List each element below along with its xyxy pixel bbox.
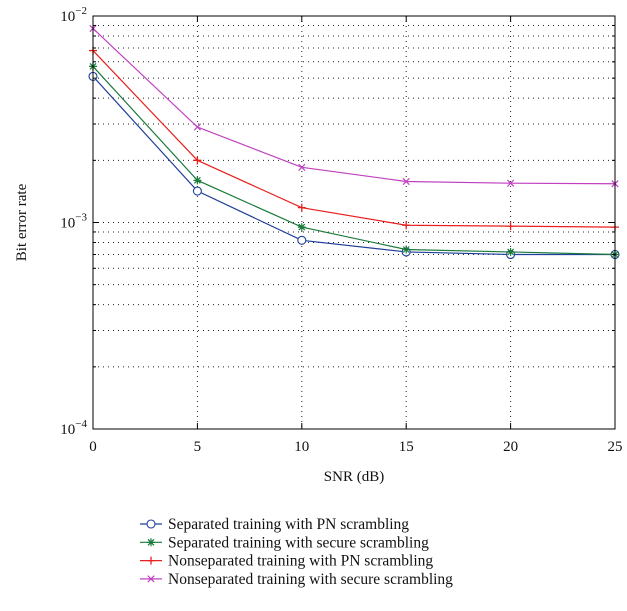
series-line <box>92 66 616 256</box>
legend-swatch-marker <box>147 556 155 565</box>
series-line <box>92 50 616 228</box>
legend-label: Nonseparated training with secure scramb… <box>168 571 453 588</box>
data-point <box>193 123 202 131</box>
legend-swatch-marker <box>147 538 155 547</box>
legend-swatch-marker <box>147 575 155 583</box>
y-tick-label: 10−2 <box>60 5 87 25</box>
legend-label: Separated training with secure scramblin… <box>168 534 429 551</box>
legend-entry: Nonseparated training with secure scramb… <box>140 571 453 588</box>
data-point <box>402 221 411 230</box>
data-point <box>297 223 306 232</box>
data-point <box>297 203 306 212</box>
grid <box>93 16 615 429</box>
data-point <box>193 176 202 185</box>
y-tick-label: 10−3 <box>60 212 87 232</box>
legend: Separated training with PN scramblingSep… <box>140 516 453 588</box>
data-point <box>506 179 515 187</box>
series-layer <box>88 24 620 260</box>
series-line <box>92 28 616 185</box>
legend-label: Nonseparated training with PN scrambling <box>168 553 433 570</box>
x-axis-label: SNR (dB) <box>324 469 384 485</box>
data-point <box>193 156 202 165</box>
data-point <box>297 235 307 245</box>
data-point <box>192 186 202 196</box>
legend-entry: Nonseparated training with PN scrambling <box>140 553 433 570</box>
series-3 <box>89 46 619 232</box>
x-tick-label: 15 <box>399 439 414 455</box>
series-line <box>92 75 615 256</box>
legend-swatch-marker <box>146 519 156 529</box>
data-point <box>298 163 306 171</box>
data-point <box>506 247 515 256</box>
ticks: 0 5 10 15 20 25 10−4 10−3 10−2 <box>60 5 622 455</box>
x-tick-label: 0 <box>89 439 97 455</box>
legend-label: Separated training with PN scrambling <box>168 516 409 533</box>
x-tick-label: 20 <box>503 439 518 455</box>
legend-entry: Separated training with PN scrambling <box>140 516 409 533</box>
data-point <box>402 177 410 186</box>
x-tick-label: 25 <box>608 439 623 455</box>
series-4 <box>89 24 619 188</box>
x-tick-label: 5 <box>194 439 202 455</box>
y-tick-label: 10−4 <box>60 418 87 438</box>
y-axis-label: Bit error rate <box>14 183 30 261</box>
legend-entry: Separated training with secure scramblin… <box>140 534 429 551</box>
data-point <box>506 222 515 231</box>
data-point <box>402 245 411 254</box>
x-tick-label: 10 <box>294 439 309 455</box>
